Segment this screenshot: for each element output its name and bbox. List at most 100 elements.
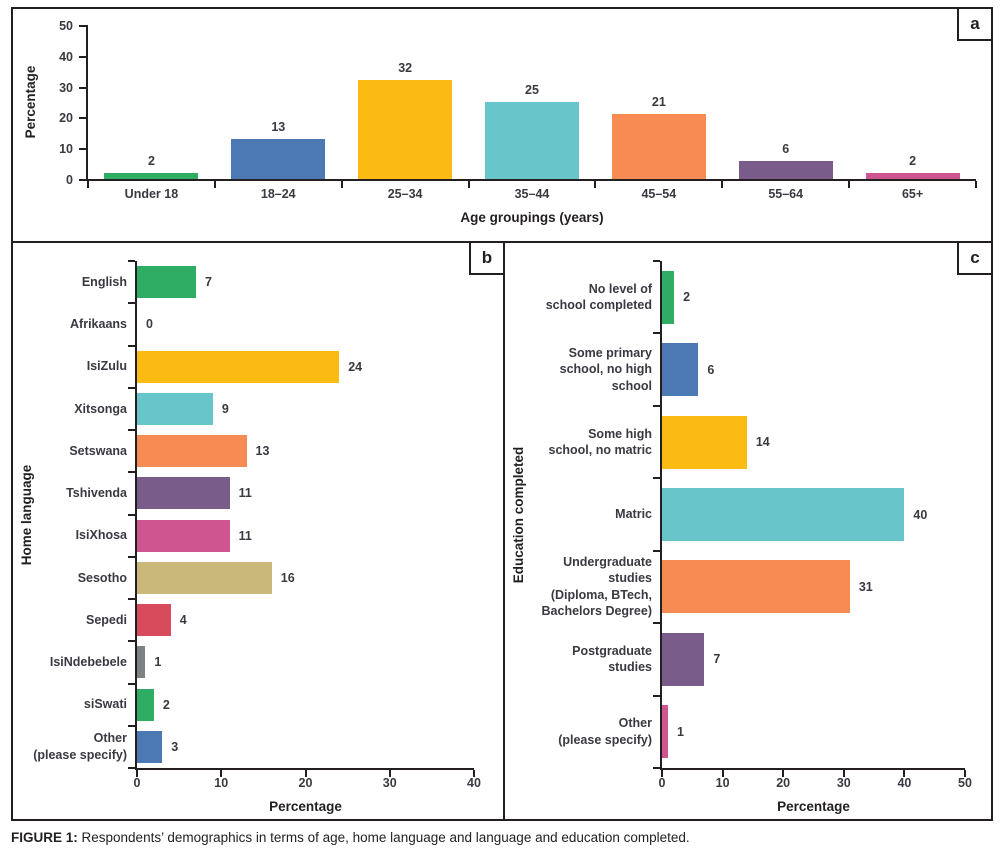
value-label: 25 [525,83,539,97]
category-label: 25–34 [387,187,423,201]
bar [137,350,340,383]
x-axis-tick [964,770,966,777]
y-tick-label: 30 [59,80,73,95]
category-label: siSwati [83,697,127,712]
x-tick-label: 20 [298,776,313,790]
y-axis-tick [128,344,135,347]
panel-home-language: b 0 10 20 30 40 7 English 0 Afrikaans 24 IsiZulu 9 X… [11,241,505,821]
bar [485,102,579,179]
value-label: 0 [146,317,153,332]
category-label: Matric [615,507,652,522]
x-axis-tick [782,770,785,777]
x-axis-line [86,179,976,181]
x-axis-tick [842,770,845,777]
bar [865,172,960,179]
category-label: No level of school completed [545,281,652,313]
bar [137,519,230,552]
y-axis-tick [79,55,86,58]
y-tick-label: 40 [59,49,73,64]
value-label: 24 [348,359,363,374]
x-axis-title: Percentage [777,799,850,814]
y-axis-tick [128,260,135,262]
y-axis-tick [653,767,660,769]
bar [662,705,669,759]
y-axis-title: Percentage [23,65,38,139]
bar [738,160,833,179]
value-label: 31 [858,579,873,594]
y-axis-tick [128,302,135,305]
panel-label-c: c [957,241,993,275]
figure-caption: FIGURE 1: Respondents’ demographics in t… [11,829,986,847]
y-axis-line [135,261,137,770]
value-label: 7 [204,275,212,290]
bar [662,415,747,469]
x-tick-label: 10 [214,776,229,790]
x-axis-tick [848,181,851,188]
y-axis-tick [653,622,660,625]
x-tick-label: 20 [776,776,791,790]
y-tick-label: 10 [59,142,73,157]
x-axis-tick [340,181,343,188]
x-axis-tick [473,770,475,777]
category-label: Other (please specify) [33,731,127,762]
category-label: Afrikaans [70,317,127,332]
bar [137,435,247,468]
category-label: IsiZulu [86,359,127,374]
x-axis-line [660,768,965,770]
x-axis-tick [220,770,223,777]
x-axis-tick [467,181,470,188]
y-axis-tick [128,471,135,474]
bar [662,488,905,541]
bar [611,114,706,179]
category-label: Other (please specify) [558,716,652,747]
bar [137,561,272,594]
category-label: Under 18 [124,187,179,201]
bar [137,688,154,721]
panel-label-a: a [957,7,993,41]
x-tick-label: 40 [467,776,481,790]
value-label: 1 [677,724,684,739]
x-tick-label: 50 [958,776,972,790]
value-label: 4 [179,613,187,628]
bar [137,392,213,425]
y-axis-title: Education completed [511,446,526,583]
panel-label-b: b [469,241,505,275]
category-label: Tshivenda [66,486,127,501]
y-axis-tick [128,386,135,389]
x-axis-tick [903,770,906,777]
category-label: Sesotho [77,570,127,585]
y-tick-label: 0 [66,173,73,187]
y-axis-tick [79,25,86,27]
bar [104,172,199,179]
education-completed-chart: 0 10 20 30 40 50 2 No level of school completed… [505,243,991,819]
y-axis-tick [653,332,660,335]
bar [662,560,850,614]
value-label: 9 [221,401,229,416]
category-label: 55–64 [768,187,804,201]
x-axis-tick [388,770,391,777]
x-axis-title: Percentage [269,799,342,814]
y-axis-title: Home language [19,464,34,565]
category-label: 18–24 [260,187,296,201]
y-axis-tick [653,549,660,552]
bar [662,632,705,686]
y-axis-tick [79,179,86,181]
y-axis-tick [128,429,135,431]
y-axis-tick [128,513,135,516]
value-label: 13 [271,119,286,134]
bar [137,730,163,763]
y-axis-tick [128,555,135,558]
value-label: 11 [238,486,252,501]
panel-age-groupings: a 0 10 20 30 40 50 2 Under 18 13 18–24 32 25–34 25 35… [11,7,993,243]
category-label: IsiNdebebele [49,655,127,670]
bar [231,138,326,179]
category-label: 45–54 [641,187,677,201]
x-axis-tick [721,770,724,777]
value-label: 2 [683,290,691,305]
y-tick-label: 20 [59,111,73,126]
bar [137,266,196,299]
y-axis-tick [653,404,660,407]
value-label: 6 [707,362,715,377]
x-axis-tick [661,770,663,777]
bar [137,646,146,679]
